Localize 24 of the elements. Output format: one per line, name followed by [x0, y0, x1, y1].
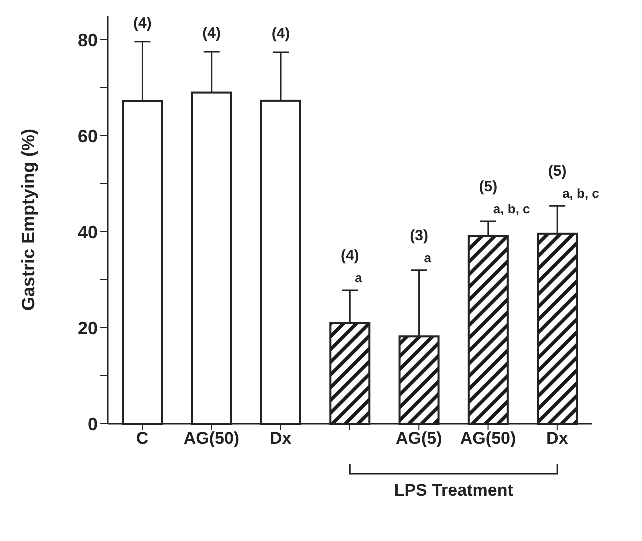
annotation: a — [424, 250, 432, 266]
x-tick-label: AG(50) — [460, 429, 516, 448]
x-tick-label: Dx — [546, 429, 569, 448]
y-tick-label: 0 — [88, 414, 98, 434]
annotation: (4) — [134, 14, 152, 32]
x-tick-label: AG(50) — [184, 429, 240, 448]
y-tick-label: 80 — [78, 30, 98, 50]
annotation: (4) — [272, 25, 290, 42]
y-tick-label: 60 — [78, 126, 98, 146]
annotation: (3) — [410, 227, 428, 244]
text: LPS Treatment — [394, 481, 514, 500]
y-tick-label: 40 — [78, 222, 98, 242]
annotation: (5) — [479, 178, 498, 196]
annotation: a, b, c — [493, 201, 530, 216]
annotation: (4) — [202, 25, 222, 42]
annotation: (4) — [340, 248, 360, 265]
x-tick-label: AG(5) — [396, 429, 442, 448]
annotation: a — [355, 270, 364, 286]
y-tick-label: 20 — [78, 318, 98, 338]
y-axis-title: Gastric Emptying (%) — [18, 128, 38, 312]
annotation: a, b, c — [562, 186, 600, 202]
x-tick-label: Dx — [270, 429, 292, 448]
x-tick-label: C — [136, 429, 149, 448]
annotation: (5) — [548, 163, 567, 180]
